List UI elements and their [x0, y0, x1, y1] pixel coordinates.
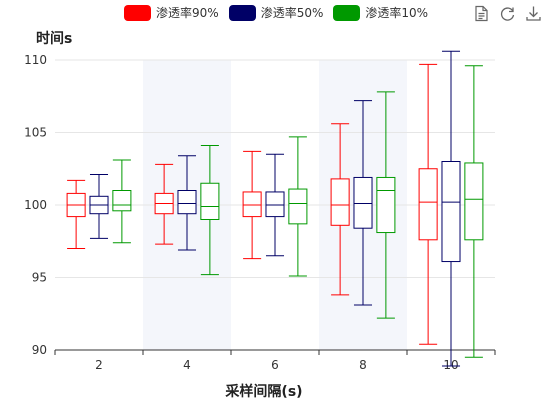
x-tick-label: 6	[271, 358, 279, 372]
box-body	[265, 191, 285, 218]
x-tick-label: 8	[359, 358, 367, 372]
box-渗透率50%-4	[177, 155, 197, 251]
legend-label-50: 渗透率50%	[260, 6, 324, 20]
box-groups	[66, 50, 484, 367]
legend: 渗透率90% 渗透率50% 渗透率10%	[124, 4, 428, 21]
restore-icon[interactable]	[499, 5, 516, 22]
y-tick-label: 90	[32, 343, 47, 357]
box-渗透率90%-6	[242, 150, 262, 260]
toolbox	[473, 5, 542, 22]
box-body	[353, 176, 373, 229]
download-icon[interactable]	[525, 5, 542, 22]
box-body	[112, 190, 132, 212]
box-渗透率10%-2	[112, 159, 132, 244]
box-body	[177, 190, 197, 215]
box-渗透率50%-2	[89, 174, 109, 239]
box-渗透率50%-6	[265, 153, 285, 257]
box-渗透率10%-6	[288, 136, 308, 277]
legend-label-10: 渗透率10%	[365, 6, 429, 20]
legend-swatch-90	[124, 4, 151, 21]
box-body	[330, 178, 350, 226]
box-渗透率90%-2	[66, 179, 86, 249]
box-body	[464, 162, 484, 241]
legend-swatch-50	[228, 4, 256, 21]
y-axis-label: 时间s	[36, 30, 72, 47]
legend-label-90: 渗透率90%	[156, 6, 219, 20]
x-axis-label: 采样间隔(s)	[224, 383, 302, 400]
data-view-icon[interactable]	[473, 5, 490, 22]
legend-item-10[interactable]: 渗透率10%	[333, 4, 428, 21]
box-渗透率10%-8	[376, 91, 396, 319]
legend-item-50[interactable]: 渗透率50%	[228, 4, 324, 21]
x-tick-label: 2	[95, 358, 103, 372]
box-body	[288, 188, 308, 225]
box-body	[200, 182, 220, 220]
box-渗透率90%-4	[154, 163, 174, 245]
y-tick-label: 105	[24, 126, 47, 140]
box-body	[376, 176, 396, 234]
box-渗透率90%-10	[418, 63, 438, 345]
y-tick-label: 100	[24, 198, 47, 212]
box-渗透率90%-8	[330, 123, 350, 296]
legend-item-90[interactable]: 渗透率90%	[124, 4, 219, 21]
box-渗透率10%-10	[464, 65, 484, 358]
box-渗透率50%-10	[441, 50, 461, 367]
legend-swatch-10	[333, 4, 361, 21]
y-tick-label: 95	[32, 271, 47, 285]
box-渗透率10%-4	[200, 145, 220, 276]
x-tick-label: 4	[183, 358, 191, 372]
box-body	[418, 168, 438, 241]
box-body	[242, 191, 262, 218]
y-tick-label: 110	[24, 53, 47, 67]
box-body	[441, 161, 461, 263]
box-渗透率50%-8	[353, 100, 373, 306]
